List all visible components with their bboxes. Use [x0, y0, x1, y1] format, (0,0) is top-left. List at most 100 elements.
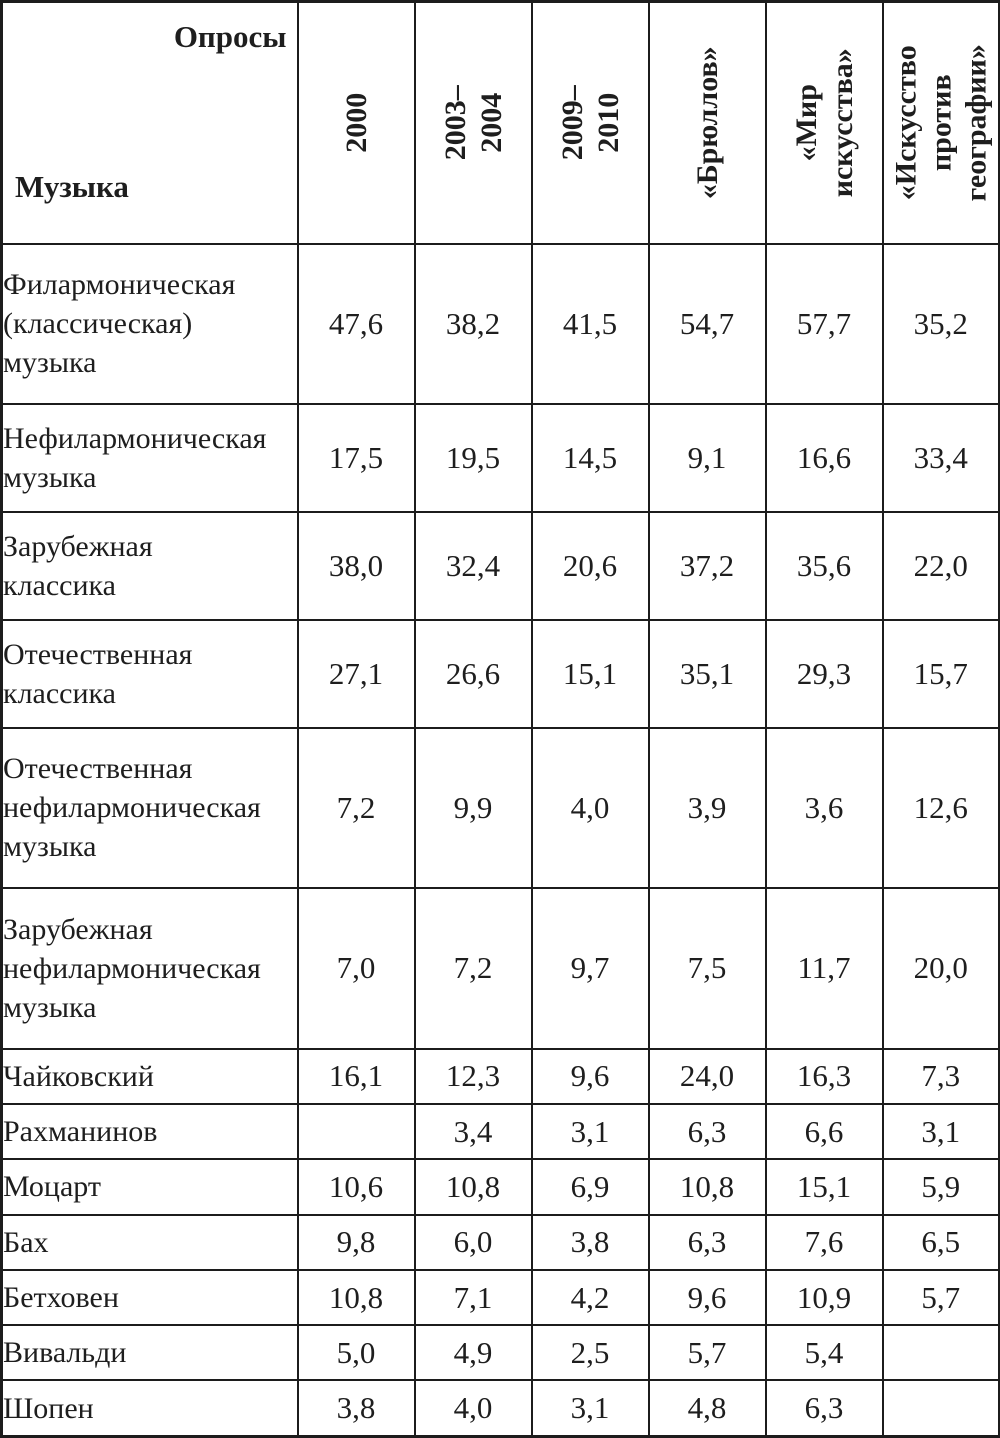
value-cell: 5,7 — [647, 1324, 767, 1382]
value-cell: 3,6 — [764, 726, 884, 890]
value-cell: 15,1 — [764, 1158, 884, 1216]
table-row: Рахманинов 3,4 3,1 6,3 6,6 3,1 — [0, 1102, 1000, 1161]
value-cell: 41,5 — [530, 242, 650, 405]
table-row: Зарубежная нефилармоническая музыка 7,0 7,… — [0, 887, 1000, 1050]
value-cell: 2,5 — [530, 1324, 650, 1382]
value-cell: 7,3 — [881, 1047, 1000, 1105]
value-cell: 35,6 — [764, 510, 884, 621]
value-cell: 6,9 — [530, 1158, 650, 1216]
column-header-bryullov: «Брюллов» — [647, 0, 767, 245]
value-cell: 12,3 — [413, 1047, 533, 1105]
row-label: Шопен — [0, 1379, 299, 1438]
column-header-2009-2010: 2009–2010 — [530, 0, 650, 245]
value-cell — [881, 1379, 1000, 1438]
value-cell: 3,1 — [530, 1379, 650, 1438]
value-cell: 9,1 — [647, 403, 767, 513]
value-cell: 17,5 — [296, 403, 416, 513]
value-cell: 7,0 — [296, 887, 416, 1050]
table-row: Вивальди 5,0 4,9 2,5 5,7 5,4 — [0, 1324, 1000, 1382]
value-cell: 16,3 — [764, 1047, 884, 1105]
value-cell: 33,4 — [881, 403, 1000, 513]
value-cell: 22,0 — [881, 510, 1000, 621]
value-cell: 10,8 — [296, 1268, 416, 1327]
value-cell: 15,7 — [881, 618, 1000, 729]
table-row: Бах 9,8 6,0 3,8 6,3 7,6 6,5 — [0, 1213, 1000, 1271]
value-cell: 10,9 — [764, 1268, 884, 1327]
value-cell: 3,8 — [530, 1213, 650, 1271]
value-cell: 35,2 — [881, 242, 1000, 405]
row-label: Бетховен — [0, 1268, 299, 1327]
value-cell: 57,7 — [764, 242, 884, 405]
row-label: Бах — [0, 1213, 299, 1271]
table-row: Шопен 3,8 4,0 3,1 4,8 6,3 — [0, 1379, 1000, 1438]
value-cell: 15,1 — [530, 618, 650, 729]
value-cell: 10,8 — [413, 1158, 533, 1216]
corner-header-surveys-label: Опросы — [173, 19, 287, 54]
value-cell: 4,0 — [530, 726, 650, 890]
value-cell: 4,9 — [413, 1324, 533, 1382]
value-cell: 54,7 — [647, 242, 767, 405]
value-cell: 47,6 — [296, 242, 416, 405]
table-row: Чайковский 16,1 12,3 9,6 24,0 16,3 7,3 — [0, 1047, 1000, 1105]
value-cell: 9,6 — [647, 1268, 767, 1327]
row-label: Нефилармоническая музыка — [0, 403, 299, 513]
value-cell: 9,6 — [530, 1047, 650, 1105]
value-cell — [296, 1102, 416, 1161]
value-cell: 32,4 — [413, 510, 533, 621]
row-label: Чайковский — [0, 1047, 299, 1105]
value-cell: 37,2 — [647, 510, 767, 621]
value-cell: 4,8 — [647, 1379, 767, 1438]
value-cell: 3,8 — [296, 1379, 416, 1438]
table-row: Моцарт 10,6 10,8 6,9 10,8 15,1 5,9 — [0, 1158, 1000, 1216]
header-row: Опросы Музыка 2000 2003–2004 2009–2010 «… — [0, 0, 1000, 245]
value-cell: 5,7 — [881, 1268, 1000, 1327]
value-cell: 38,0 — [296, 510, 416, 621]
value-cell: 7,2 — [296, 726, 416, 890]
value-cell: 7,2 — [413, 887, 533, 1050]
row-label: Отечественная классика — [0, 618, 299, 729]
value-cell: 38,2 — [413, 242, 533, 405]
row-label: Зарубежная классика — [0, 510, 299, 621]
value-cell: 12,6 — [881, 726, 1000, 890]
value-cell: 20,6 — [530, 510, 650, 621]
row-label: Отечественная нефилармоническая музыка — [0, 726, 299, 890]
value-cell: 3,1 — [881, 1102, 1000, 1161]
value-cell: 7,6 — [764, 1213, 884, 1271]
value-cell — [881, 1324, 1000, 1382]
column-header-2003-2004: 2003–2004 — [413, 0, 533, 245]
value-cell: 4,0 — [413, 1379, 533, 1438]
table-row: Зарубежная классика 38,0 32,4 20,6 37,2 35,6 2… — [0, 510, 1000, 621]
value-cell: 3,4 — [413, 1102, 533, 1161]
value-cell: 20,0 — [881, 887, 1000, 1050]
value-cell: 6,3 — [647, 1102, 767, 1161]
corner-header: Опросы Музыка — [0, 0, 299, 245]
value-cell: 19,5 — [413, 403, 533, 513]
table-row: Отечественная нефилармоническая музыка 7,… — [0, 726, 1000, 890]
value-cell: 9,8 — [296, 1213, 416, 1271]
value-cell: 9,7 — [530, 887, 650, 1050]
value-cell: 14,5 — [530, 403, 650, 513]
column-header-mir-iskusstva: «Мир искусства» — [764, 0, 884, 245]
row-label: Моцарт — [0, 1158, 299, 1216]
value-cell: 6,6 — [764, 1102, 884, 1161]
value-cell: 24,0 — [647, 1047, 767, 1105]
value-cell: 27,1 — [296, 618, 416, 729]
value-cell: 6,0 — [413, 1213, 533, 1271]
table-row: Бетховен 10,8 7,1 4,2 9,6 10,9 5,7 — [0, 1268, 1000, 1327]
table-body: Филармоническая (классическая) музыка 47,… — [0, 242, 1000, 1438]
value-cell: 16,1 — [296, 1047, 416, 1105]
value-cell: 35,1 — [647, 618, 767, 729]
value-cell: 7,1 — [413, 1268, 533, 1327]
value-cell: 16,6 — [764, 403, 884, 513]
row-label: Рахманинов — [0, 1102, 299, 1161]
value-cell: 29,3 — [764, 618, 884, 729]
table-row: Филармоническая (классическая) музыка 47,… — [0, 242, 1000, 405]
value-cell: 5,9 — [881, 1158, 1000, 1216]
column-header-iskusstvo-protiv-geografii: «Искусство против географии» — [881, 0, 1000, 245]
value-cell: 3,1 — [530, 1102, 650, 1161]
value-cell: 5,4 — [764, 1324, 884, 1382]
table-row: Нефилармоническая музыка 17,5 19,5 14,5 9,1 1… — [0, 403, 1000, 513]
table-header: Опросы Музыка 2000 2003–2004 2009–2010 «… — [0, 0, 1000, 245]
column-header-2000: 2000 — [296, 0, 416, 245]
